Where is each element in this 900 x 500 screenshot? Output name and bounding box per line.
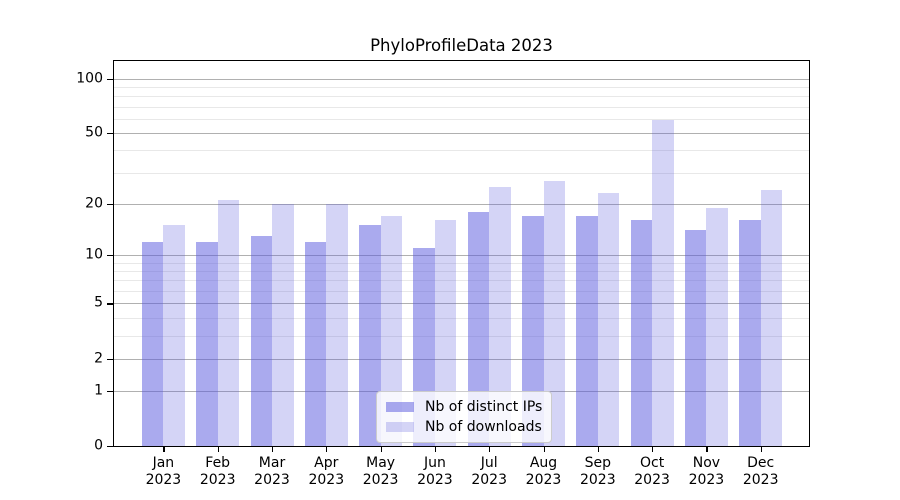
minor-gridline — [114, 118, 809, 120]
minor-gridline — [114, 317, 809, 319]
bar-distinct-ips — [196, 241, 218, 446]
x-tick-label: Dec 2023 — [742, 455, 779, 488]
y-tick-label: 10 — [85, 246, 103, 263]
x-tick-label: Jun 2023 — [417, 455, 453, 488]
bar-distinct-ips — [522, 215, 544, 446]
x-tick-mark — [163, 446, 165, 452]
bar-distinct-ips — [141, 241, 164, 446]
minor-gridline — [114, 291, 809, 293]
y-tick-label: 0 — [94, 437, 103, 454]
bar-distinct-ips — [576, 215, 598, 446]
y-tick-label: 1 — [94, 382, 103, 399]
x-tick-mark — [434, 446, 437, 452]
y-tick-mark — [107, 358, 113, 360]
bar-downloads — [760, 189, 783, 446]
x-tick-mark — [760, 446, 762, 452]
x-tick-mark — [272, 446, 274, 452]
bar-downloads — [489, 186, 511, 446]
minor-gridline — [114, 262, 809, 264]
legend-label-downloads: Nb of downloads — [425, 419, 542, 435]
bar-downloads — [706, 207, 728, 446]
bar-distinct-ips — [630, 220, 653, 446]
legend-item-downloads: Nb of downloads — [386, 417, 542, 437]
y-tick-mark — [107, 78, 113, 80]
x-tick-label: Jul 2023 — [471, 455, 507, 488]
x-tick-label: Mar 2023 — [254, 455, 290, 488]
bar-downloads — [543, 180, 565, 446]
minor-gridline — [114, 150, 809, 152]
minor-gridline — [114, 86, 809, 88]
bar-distinct-ips — [684, 230, 707, 446]
bar-distinct-ips — [359, 225, 381, 446]
legend-swatch-ips — [386, 402, 414, 412]
minor-gridline — [114, 106, 809, 108]
plot-area: 100 50 20 10 5 2 1 0 Jan 2023 Feb 2023 Mar 2023 Apr 202… — [76, 60, 810, 488]
minor-gridline — [114, 271, 809, 273]
bar-distinct-ips — [304, 241, 327, 446]
bar-downloads — [652, 120, 674, 446]
minor-gridline — [114, 172, 809, 174]
y-tick-label: 2 — [94, 350, 103, 367]
x-tick-mark — [652, 446, 654, 452]
x-tick-mark — [326, 446, 328, 452]
minor-gridline — [114, 280, 809, 282]
legend: Nb of distinct IPs Nb of downloads — [376, 391, 553, 443]
bar-downloads — [380, 215, 403, 446]
chart-title: PhyloProfileData 2023 — [370, 36, 553, 55]
y-tick-label: 5 — [94, 295, 103, 312]
x-tick-label: May 2023 — [362, 455, 399, 488]
x-tick-mark — [217, 446, 219, 452]
bar-downloads — [217, 199, 240, 446]
y-tick-mark — [107, 133, 113, 135]
y-tick-mark — [107, 390, 113, 392]
bar-distinct-ips — [250, 235, 272, 446]
bar-downloads — [597, 193, 620, 446]
legend-label-ips: Nb of distinct IPs — [425, 399, 543, 415]
y-tick-label: 20 — [85, 195, 103, 212]
x-tick-label: Feb 2023 — [199, 455, 236, 488]
major-gridline — [114, 303, 809, 305]
major-gridline — [114, 358, 809, 360]
x-tick-label: Oct 2023 — [634, 455, 670, 488]
bar-downloads — [163, 225, 185, 446]
y-tick-mark — [107, 303, 113, 305]
minor-gridline — [114, 335, 809, 337]
y-tick-mark — [107, 446, 113, 448]
bar-distinct-ips — [739, 220, 761, 446]
major-gridline — [114, 203, 809, 205]
x-tick-label: Jan 2023 — [145, 455, 182, 488]
bar-downloads — [326, 203, 348, 446]
bar-downloads — [434, 220, 457, 446]
major-gridline — [114, 133, 809, 134]
minor-gridline — [114, 96, 809, 98]
x-tick-mark — [489, 446, 491, 452]
x-tick-label: Sep 2023 — [579, 455, 616, 488]
major-gridline — [114, 255, 809, 257]
bar-downloads — [272, 203, 294, 446]
y-tick-label: 50 — [85, 124, 103, 141]
x-tick-mark — [543, 446, 545, 452]
legend-swatch-downloads — [386, 422, 414, 432]
y-tick-mark — [107, 255, 113, 257]
x-tick-mark — [380, 446, 382, 452]
x-tick-mark — [706, 446, 708, 452]
major-gridline — [114, 78, 809, 80]
x-tick-label: Apr 2023 — [308, 455, 345, 488]
x-tick-mark — [597, 446, 599, 452]
y-tick-label: 100 — [76, 70, 103, 87]
x-tick-label: Aug 2023 — [525, 455, 562, 488]
legend-item-ips: Nb of distinct IPs — [386, 397, 542, 417]
x-tick-label: Nov 2023 — [688, 455, 725, 488]
y-tick-mark — [107, 203, 113, 205]
bar-distinct-ips — [467, 211, 490, 446]
